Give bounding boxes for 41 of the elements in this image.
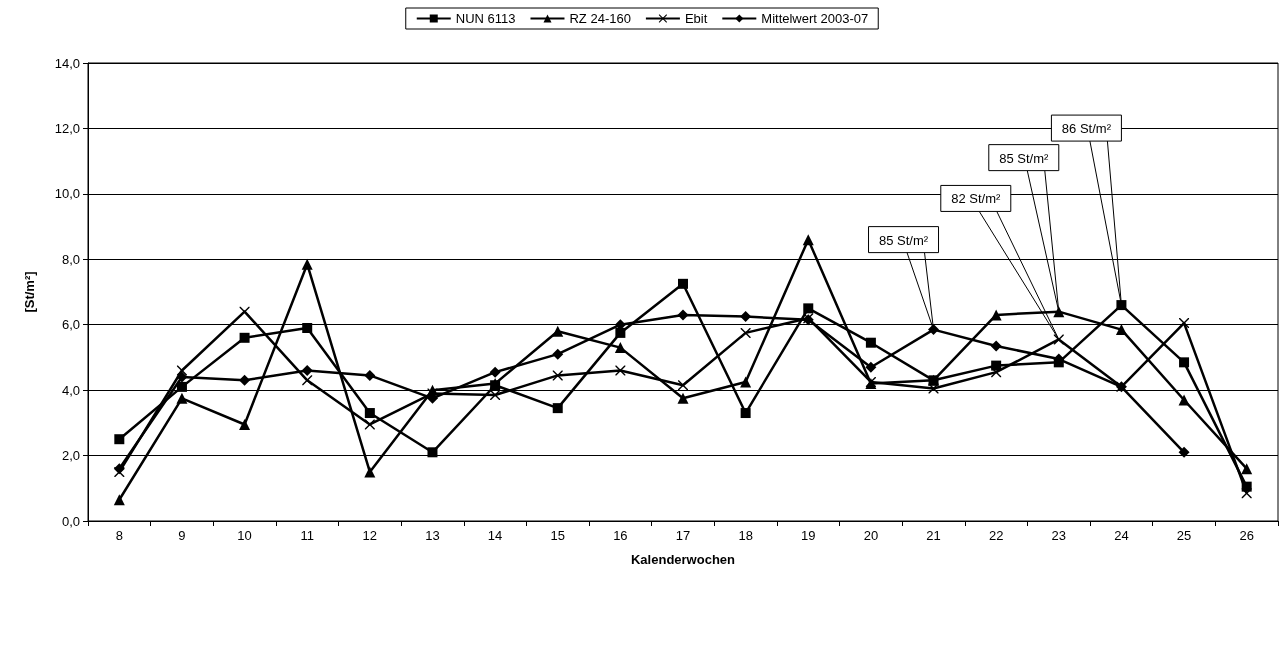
callout-box: 85 St/m² xyxy=(868,226,940,254)
y-tick-label: 0,0 xyxy=(61,513,80,529)
x-tick-label: 15 xyxy=(550,528,565,543)
x-axis-title: Kalenderwochen xyxy=(630,552,736,567)
legend-label: NUN 6113 xyxy=(455,11,516,26)
y-tick-label: 4,0 xyxy=(61,382,80,398)
annotation: 82 St/m² xyxy=(951,191,1002,207)
callout-box: 86 St/m² xyxy=(1050,114,1122,142)
x-tick-label: 14 xyxy=(487,528,503,543)
y-tick-label: 8,0 xyxy=(61,251,80,267)
y-axis-title: [St/m²] xyxy=(22,271,37,313)
callout-box: 82 St/m² xyxy=(940,184,1012,212)
legend-label: RZ 24-160 xyxy=(569,11,631,26)
annotation: 85 St/m² xyxy=(878,232,929,248)
x-tick-label: 24 xyxy=(1114,528,1129,543)
y-tick-label: 12,0 xyxy=(54,120,80,136)
x-tick-label: 13 xyxy=(425,528,440,543)
x-tick-label: 12 xyxy=(362,528,378,543)
x-tick-label: 9 xyxy=(178,528,186,543)
legend-label: Mittelwert 2003-07 xyxy=(761,11,869,26)
x-tick-label: 11 xyxy=(300,528,314,543)
x-tick-label: 10 xyxy=(237,528,252,543)
y-tick-label: 10,0 xyxy=(54,186,80,202)
x-tick-label: 21 xyxy=(926,528,941,543)
x-tick-label: 22 xyxy=(988,528,1004,543)
x-tick-label: 8 xyxy=(115,528,123,543)
annotation: 86 St/m² xyxy=(1061,121,1112,137)
x-tick-label: 17 xyxy=(675,528,691,543)
x-tick-label: 23 xyxy=(1051,528,1067,543)
y-tick-label: 6,0 xyxy=(61,317,80,333)
x-tick-label: 18 xyxy=(738,528,753,543)
annotation: 85 St/m² xyxy=(999,150,1050,166)
x-tick-label: 16 xyxy=(613,528,628,543)
y-tick-label: 2,0 xyxy=(61,448,80,464)
x-tick-label: 26 xyxy=(1239,528,1254,543)
legend-label: Ebit xyxy=(684,11,708,26)
x-tick-label: 19 xyxy=(801,528,816,543)
x-tick-label: 25 xyxy=(1176,528,1192,543)
x-tick-label: 20 xyxy=(863,528,879,543)
callout-box: 85 St/m² xyxy=(988,144,1060,172)
y-tick-label: 14,0 xyxy=(54,55,80,71)
